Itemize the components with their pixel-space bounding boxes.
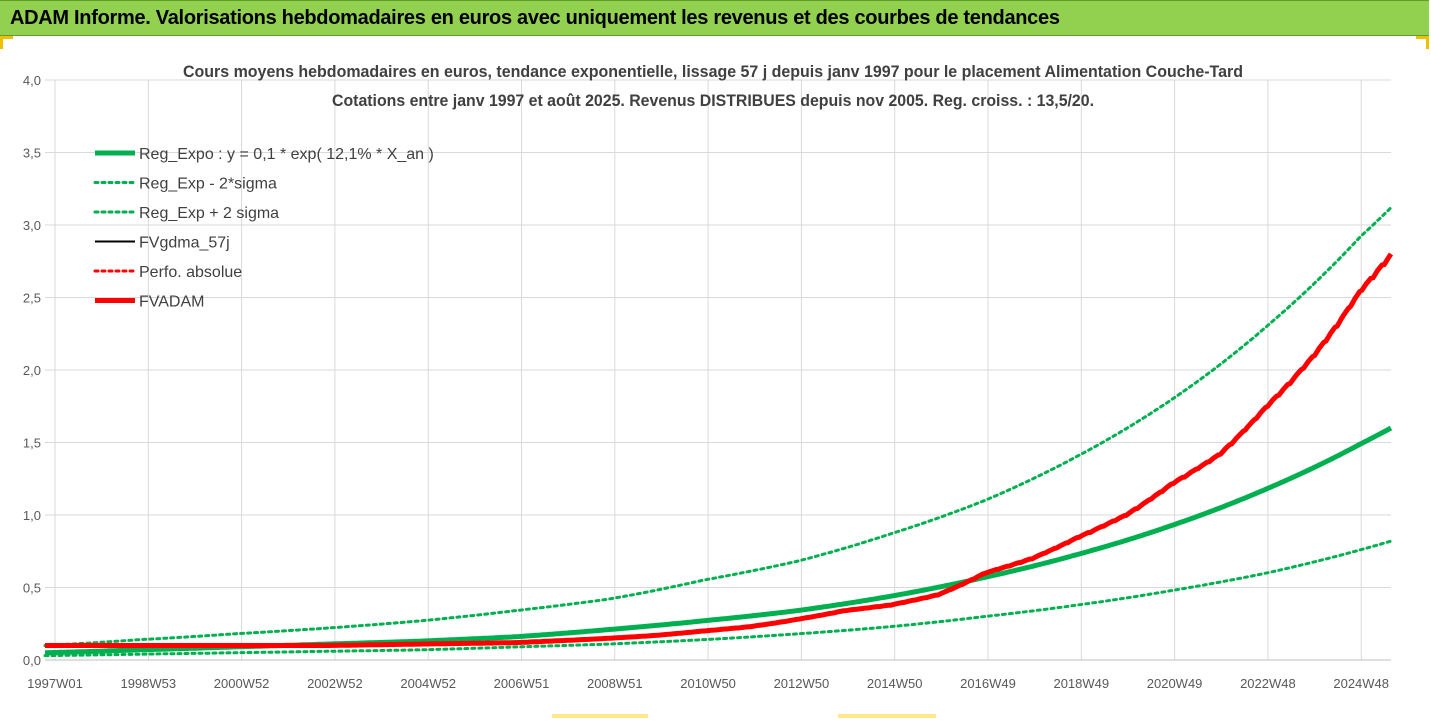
legend-label: Perfo. absolue: [139, 264, 242, 281]
chart-title: Cours moyens hebdomadaires en euros, ten…: [183, 62, 1243, 81]
series-line-1: [43, 539, 1393, 658]
legend-label: FVADAM: [139, 294, 204, 311]
corner-mark-top-right: [1416, 36, 1429, 49]
x-tick-label: 2024W48: [1333, 676, 1389, 691]
legend-label: FVgdma_57j: [139, 235, 230, 252]
legend-label: Reg_Expo : y = 0,1 * exp( 12,1% * X_an ): [139, 146, 434, 163]
y-tick-label: 1,5: [23, 436, 41, 451]
y-tick-label: 2,0: [23, 363, 41, 378]
legend-label: Reg_Exp - 2*sigma: [139, 176, 277, 193]
series-line-0: [44, 425, 1393, 656]
y-tick-label: 2,5: [23, 291, 41, 306]
y-tick-label: 0,0: [23, 653, 41, 668]
x-tick-label: 2014W50: [867, 676, 923, 691]
chart-area: 0,0 0,5 1,0 1,5 2,0 2,5 3,0 3,5 4,0 1997W01 1998W…: [0, 36, 1431, 718]
report-title: ADAM Informe. Valorisations hebdomadaire…: [10, 7, 1060, 29]
grid-lines: [45, 79, 1391, 661]
x-tick-label: 1998W53: [120, 676, 176, 691]
x-tick-label: 2002W52: [307, 676, 363, 691]
bottom-mark-left: [552, 714, 648, 718]
chart-legend: Reg_Expo : y = 0,1 * exp( 12,1% * X_an )…: [93, 146, 434, 311]
x-tick-label: 2016W49: [960, 676, 1016, 691]
y-tick-label: 3,5: [23, 146, 41, 161]
series-lines: [43, 206, 1394, 658]
series-line-5: [45, 252, 1394, 648]
valuation-chart: 0,0 0,5 1,0 1,5 2,0 2,5 3,0 3,5 4,0 1997W01 1998W…: [23, 62, 1394, 691]
legend-label: Reg_Exp + 2 sigma: [139, 205, 279, 222]
x-tick-labels: 1997W01 1998W53 2000W52 2002W52 2004W52 2006W…: [27, 676, 1389, 691]
x-tick-label: 2000W52: [214, 676, 270, 691]
chart-subtitle: Cotations entre janv 1997 et août 2025. …: [332, 91, 1094, 110]
x-tick-label: 2018W49: [1053, 676, 1109, 691]
x-tick-label: 2022W48: [1240, 676, 1296, 691]
report-banner: ADAM Informe. Valorisations hebdomadaire…: [0, 0, 1429, 36]
x-tick-label: 2010W50: [680, 676, 736, 691]
y-tick-label: 4,0: [23, 73, 41, 88]
y-tick-label: 0,5: [23, 581, 41, 596]
x-tick-label: 2004W52: [400, 676, 456, 691]
x-tick-label: 2020W49: [1147, 676, 1203, 691]
y-tick-label: 3,0: [23, 218, 41, 233]
x-tick-label: 2012W50: [774, 676, 830, 691]
x-tick-label: 2006W51: [494, 676, 550, 691]
x-tick-label: 1997W01: [27, 676, 83, 691]
y-tick-label: 1,0: [23, 508, 41, 523]
corner-mark-top-left: [0, 36, 13, 49]
x-tick-label: 2008W51: [587, 676, 643, 691]
series-line-2: [43, 206, 1393, 647]
bottom-mark-right: [838, 714, 936, 718]
y-tick-labels: 0,0 0,5 1,0 1,5 2,0 2,5 3,0 3,5 4,0: [23, 73, 41, 668]
